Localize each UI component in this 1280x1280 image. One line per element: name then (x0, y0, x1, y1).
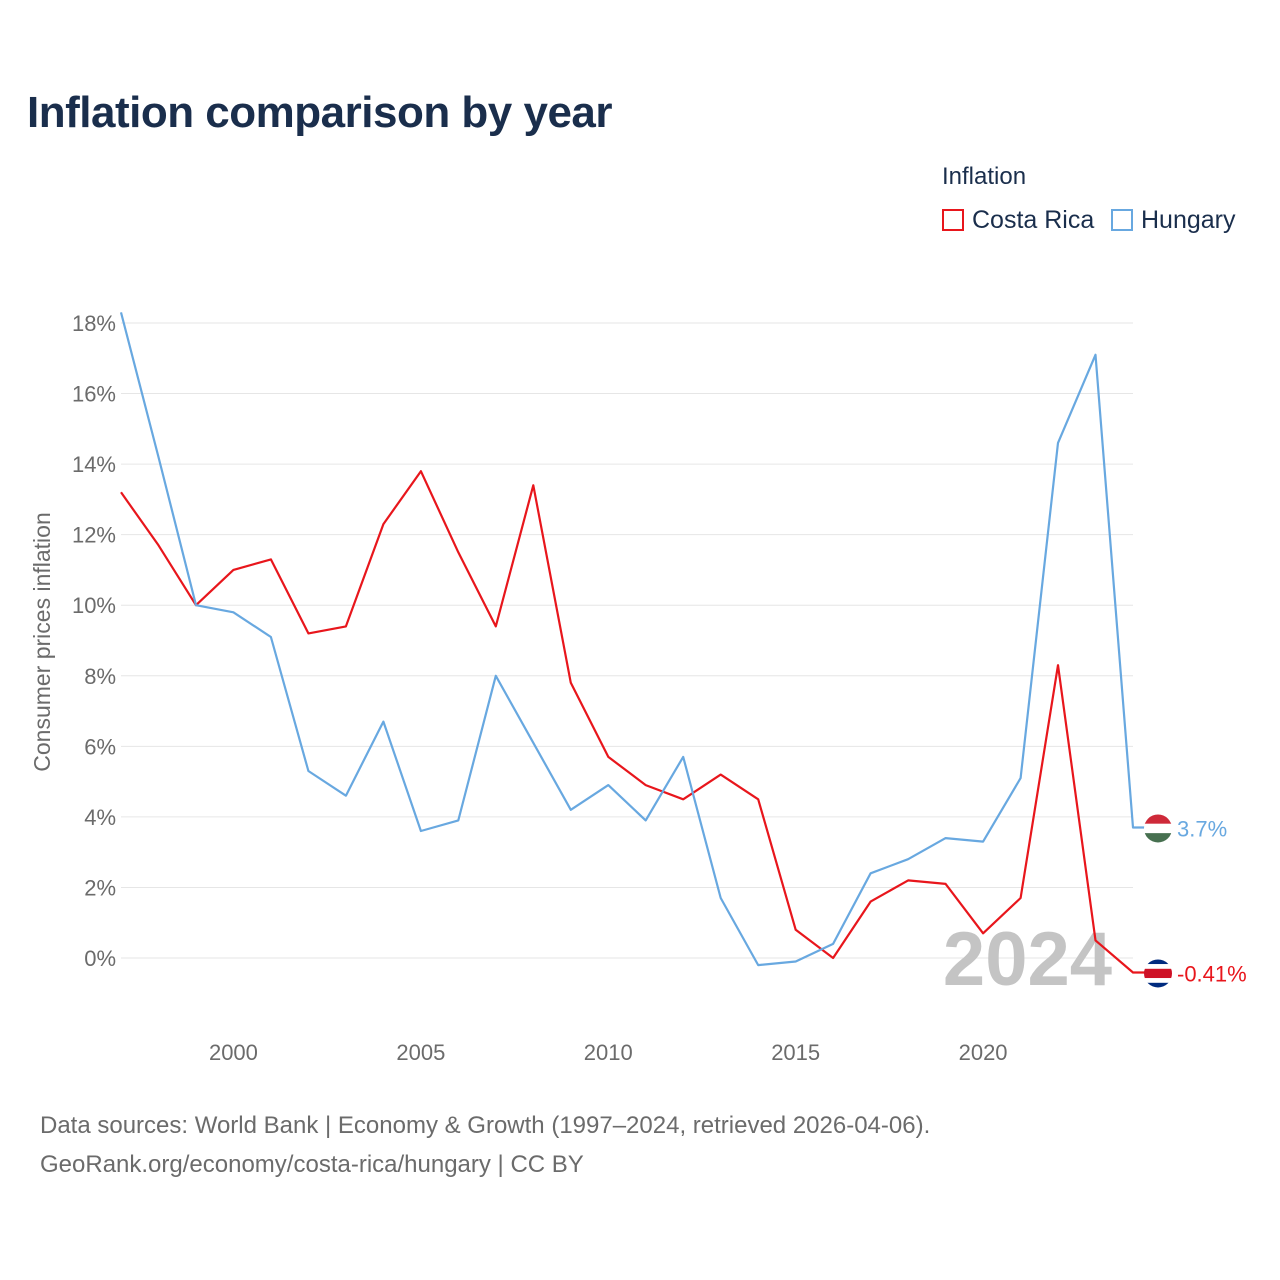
data-point-hungary (681, 755, 685, 759)
y-tick-label: 12% (72, 523, 116, 548)
data-point-hungary (119, 310, 123, 314)
data-point-hungary (194, 603, 198, 607)
data-point-hungary (1056, 441, 1060, 445)
x-tick-label: 2020 (959, 1040, 1008, 1065)
costa-rica-flag-icon (1144, 959, 1172, 988)
data-point-costa-rica (644, 783, 648, 787)
data-point-hungary (906, 857, 910, 861)
data-point-hungary (231, 610, 235, 614)
data-point-costa-rica (869, 900, 873, 904)
x-tick-label: 2000 (209, 1040, 258, 1065)
y-axis-label: Consumer prices inflation (29, 512, 55, 772)
legend-title: Inflation (942, 163, 1027, 190)
data-point-costa-rica (119, 490, 123, 494)
hungary-flag-icon (1144, 814, 1172, 843)
data-point-hungary (269, 635, 273, 639)
data-point-costa-rica (831, 956, 835, 960)
footer-link[interactable]: GeoRank.org/economy/costa-rica/hungary |… (40, 1151, 584, 1178)
data-point-hungary (1131, 825, 1135, 829)
data-point-costa-rica (794, 928, 798, 932)
data-point-hungary (531, 741, 535, 745)
data-point-hungary (1094, 353, 1098, 357)
legend-label-hungary: Hungary (1141, 205, 1236, 234)
end-label-hungary: 3.7% (1177, 816, 1227, 841)
end-label-costa-rica: -0.41% (1177, 961, 1247, 986)
data-point-costa-rica (1019, 896, 1023, 900)
legend-label-costa-rica: Costa Rica (972, 205, 1095, 234)
data-point-costa-rica (756, 797, 760, 801)
y-tick-label: 4% (84, 805, 116, 830)
data-point-hungary (869, 871, 873, 875)
year-watermark: 2024 (943, 917, 1112, 1002)
footer: Data sources: World Bank | Economy & Gro… (40, 1106, 930, 1184)
x-tick-label: 2005 (396, 1040, 445, 1065)
data-point-costa-rica (1131, 970, 1135, 974)
data-point-hungary (756, 963, 760, 967)
data-point-costa-rica (494, 624, 498, 628)
data-point-hungary (831, 942, 835, 946)
line-chart: 18% 16% 14% 12% 10% 8% 6% 4% 2% 0% 2000 2005 2010 201… (29, 310, 1247, 1065)
data-point-hungary (606, 783, 610, 787)
data-point-hungary (381, 720, 385, 724)
legend-swatch-costa-rica (942, 209, 964, 231)
data-point-costa-rica (719, 773, 723, 777)
data-point-hungary (156, 455, 160, 459)
data-point-costa-rica (606, 755, 610, 759)
data-point-costa-rica (1094, 938, 1098, 942)
data-point-costa-rica (681, 797, 685, 801)
data-point-hungary (306, 769, 310, 773)
data-point-costa-rica (269, 557, 273, 561)
chart-title: Inflation comparison by year (27, 88, 613, 137)
data-point-costa-rica (344, 624, 348, 628)
data-point-costa-rica (981, 931, 985, 935)
data-point-costa-rica (156, 543, 160, 547)
data-point-costa-rica (306, 631, 310, 635)
series-line-hungary (119, 312, 1153, 967)
y-tick-label: 18% (72, 311, 116, 336)
data-point-hungary (794, 960, 798, 964)
y-tick-label: 6% (84, 734, 116, 759)
data-point-costa-rica (569, 681, 573, 685)
data-point-costa-rica (944, 882, 948, 886)
data-point-costa-rica (1056, 663, 1060, 667)
data-point-costa-rica (906, 878, 910, 882)
data-point-hungary (344, 794, 348, 798)
y-tick-label: 2% (84, 875, 116, 900)
y-tick-label: 10% (72, 593, 116, 618)
legend-item-hungary[interactable]: Hungary (1111, 205, 1236, 235)
footer-sources: Data sources: World Bank | Economy & Gro… (40, 1112, 931, 1139)
data-point-hungary (494, 674, 498, 678)
series-line-costa-rica (120, 470, 1153, 974)
y-tick-label: 8% (84, 664, 116, 689)
data-point-hungary (644, 818, 648, 822)
y-tick-label: 16% (72, 382, 116, 407)
data-point-hungary (719, 896, 723, 900)
data-point-hungary (419, 829, 423, 833)
data-point-costa-rica (456, 550, 460, 554)
x-tick-label: 2010 (584, 1040, 633, 1065)
y-tick-label: 0% (84, 946, 116, 971)
data-point-costa-rica (231, 568, 235, 572)
legend-item-costa-rica[interactable]: Costa Rica (942, 205, 1094, 235)
legend-swatch-hungary (1111, 209, 1133, 231)
data-point-hungary (981, 840, 985, 844)
data-point-hungary (456, 818, 460, 822)
x-tick-label: 2015 (771, 1040, 820, 1065)
data-point-hungary (569, 808, 573, 812)
data-point-costa-rica (419, 469, 423, 473)
data-point-hungary (1019, 776, 1023, 780)
data-point-costa-rica (531, 483, 535, 487)
y-tick-label: 14% (72, 452, 116, 477)
data-point-hungary (944, 836, 948, 840)
data-point-costa-rica (381, 522, 385, 526)
